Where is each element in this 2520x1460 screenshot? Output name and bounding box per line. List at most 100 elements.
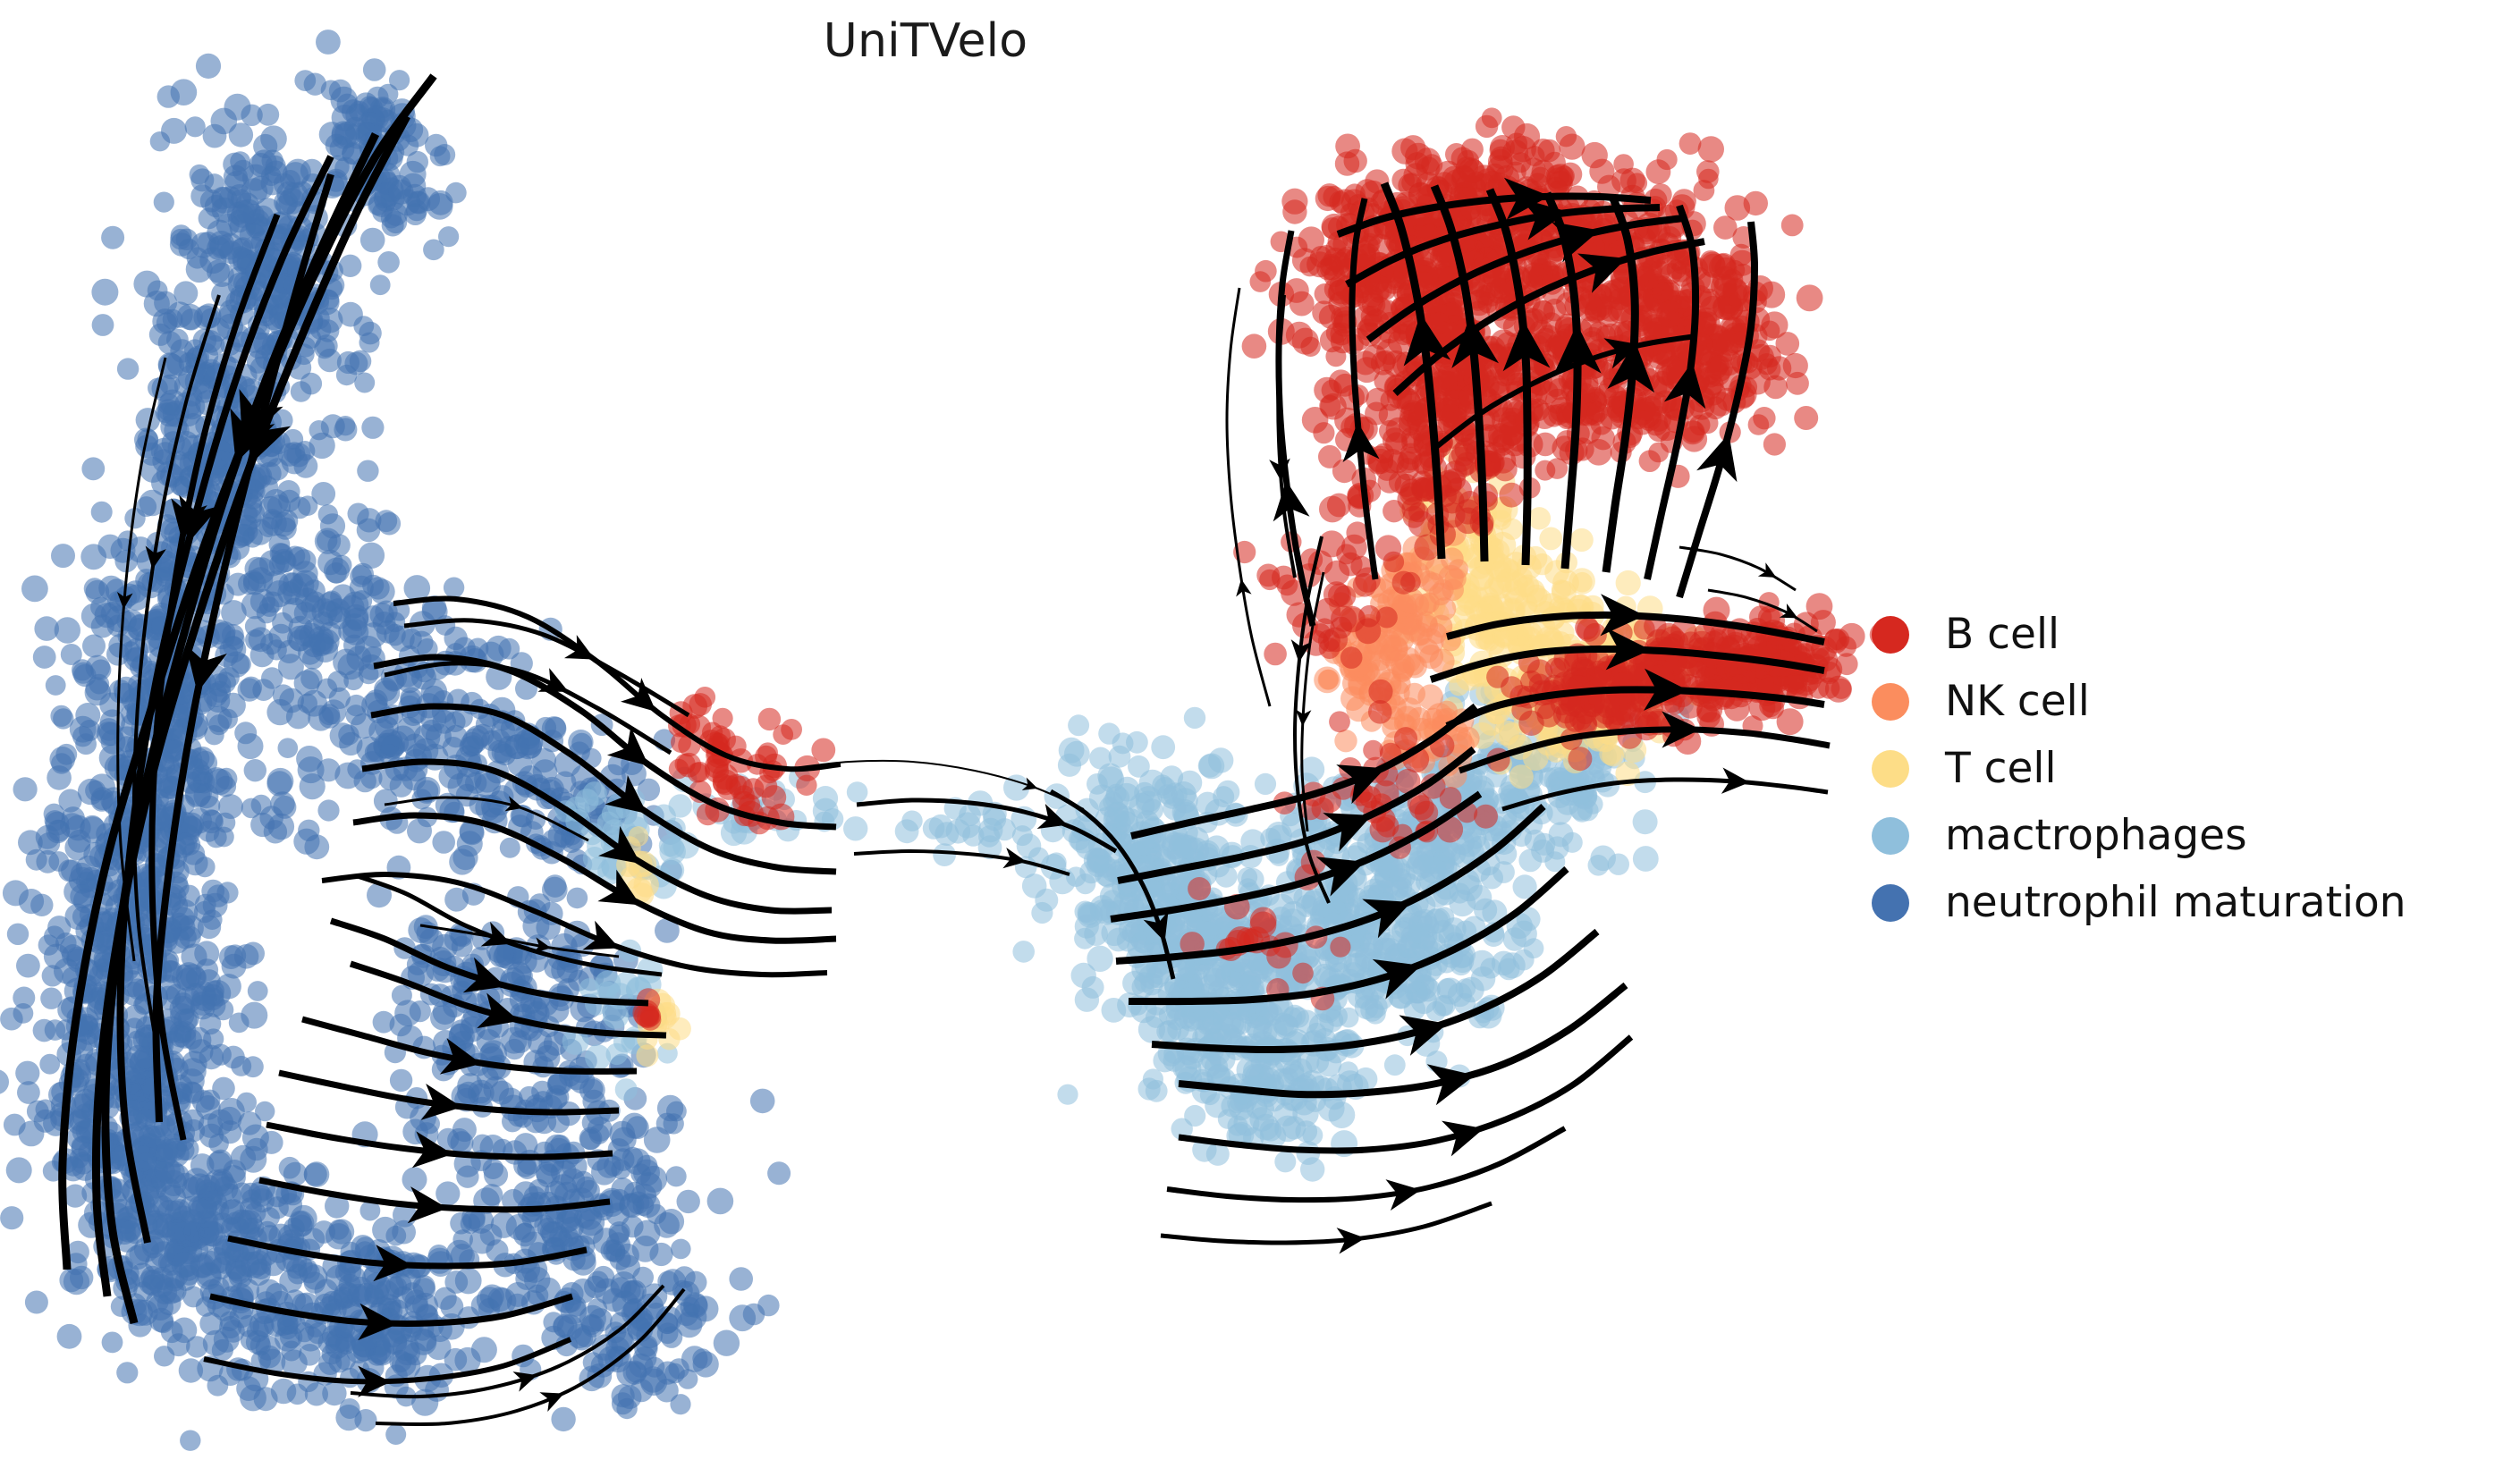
streamline — [1110, 790, 1483, 923]
legend-item-t-cell[interactable]: T cell — [1872, 735, 2498, 802]
streamline-arrow-icon — [230, 408, 275, 463]
streamline-arrow-icon — [533, 937, 552, 953]
streamline-arrow-icon — [1315, 857, 1366, 897]
streamline — [393, 595, 841, 772]
streamline — [152, 173, 334, 1123]
streamline — [1345, 204, 1661, 288]
streamline — [1130, 703, 1478, 840]
legend-item-label: NK cell — [1945, 677, 2090, 726]
legend-swatch-icon — [1872, 749, 1909, 788]
streamline — [1676, 221, 1759, 599]
streamline-arrow-icon — [358, 1303, 398, 1341]
streamline — [1151, 928, 1600, 1054]
streamline-arrow-icon — [1551, 222, 1600, 263]
streamline — [361, 758, 833, 915]
legend-item-neutrophil-maturation[interactable]: neutrophil maturation — [1872, 869, 2498, 936]
streamline — [116, 155, 334, 1244]
streamline — [373, 654, 837, 831]
streamline — [101, 132, 380, 1325]
streamline — [1336, 192, 1652, 238]
streamline — [1117, 746, 1476, 884]
streamline — [1349, 198, 1379, 580]
streamline-arrow-icon — [477, 992, 520, 1029]
streamline-arrow-icon — [1520, 198, 1569, 241]
legend-item-b-cell[interactable]: B cell — [1872, 601, 2498, 668]
streamline — [1115, 804, 1546, 965]
streamline-arrow-icon — [1662, 711, 1701, 748]
streamline — [1300, 571, 1325, 832]
streamline-arrow-icon — [185, 645, 227, 693]
streamline-arrow-icon — [1644, 668, 1689, 711]
streamline — [1445, 686, 1825, 730]
streamline-arrow-icon — [462, 957, 506, 993]
streamline — [1276, 294, 1297, 578]
streamline-arrow-icon — [1721, 767, 1750, 794]
streamline-arrow-icon — [598, 825, 641, 865]
legend-item-label: mactrophages — [1945, 811, 2247, 860]
streamline-arrow-icon — [1372, 958, 1422, 1000]
streamline-arrow-icon — [1577, 253, 1627, 293]
streamline — [1128, 865, 1569, 1006]
legend-swatch-icon — [1872, 883, 1909, 922]
streamline-arrow-icon — [1442, 1120, 1484, 1157]
streamline-arrow-icon — [411, 1131, 453, 1169]
streamline-arrow-icon — [1342, 421, 1380, 463]
streamline-arrow-icon — [1036, 804, 1068, 830]
legend-swatch-icon — [1872, 816, 1909, 855]
legend-item-mactrophages[interactable]: mactrophages — [1872, 802, 2498, 869]
streamline-arrow-icon — [512, 1371, 537, 1392]
streamline — [1707, 588, 1818, 633]
streamline-arrow-icon — [597, 869, 641, 906]
streamline-arrow-icon — [1336, 764, 1386, 805]
streamline-arrow-icon — [116, 592, 133, 610]
streamline-arrow-icon — [537, 668, 569, 692]
streamline — [1166, 1126, 1567, 1203]
streamline-arrow-icon — [1362, 899, 1412, 939]
streamline-arrow-icon — [1696, 433, 1738, 483]
streamline — [1178, 1034, 1634, 1154]
legend-swatch-icon — [1872, 615, 1909, 654]
streamline-arrow-icon — [373, 1245, 414, 1282]
streamline-arrow-icon — [407, 1186, 448, 1224]
streamline-arrow-icon — [1143, 911, 1169, 942]
streamline — [203, 1337, 572, 1385]
streamline — [91, 114, 410, 1297]
streamline-arrow-icon — [1502, 319, 1551, 372]
streamline-arrow-icon — [1600, 594, 1645, 637]
legend-item-label: T cell — [1945, 744, 2057, 793]
streamline — [1275, 230, 1316, 627]
streamline-arrow-icon — [1002, 848, 1027, 869]
page-title: UniTVelo — [823, 14, 1028, 68]
streamline — [853, 848, 1070, 876]
streamline-arrow-icon — [145, 545, 166, 570]
streamline-arrow-icon — [620, 678, 656, 712]
streamline-arrow-icon — [1605, 628, 1651, 671]
streamline-arrow-icon — [1607, 341, 1655, 393]
streamline-arrow-icon — [504, 796, 523, 812]
streamline-arrow-icon — [605, 775, 647, 814]
streamline — [1366, 215, 1684, 343]
streamline-arrow-icon — [1603, 338, 1640, 369]
streamline-arrow-icon — [358, 1365, 392, 1397]
streamline-arrow-icon — [1323, 813, 1373, 852]
streamline — [384, 661, 672, 755]
streamline — [856, 798, 1118, 854]
streamline-arrow-icon — [1426, 1064, 1476, 1106]
streamline-arrow-icon — [1503, 177, 1550, 220]
streamline — [131, 294, 221, 1047]
streamline — [403, 618, 690, 718]
streamline — [1446, 611, 1825, 646]
streamline — [1380, 181, 1446, 560]
legend-item-nk-cell[interactable]: NK cell — [1872, 668, 2498, 735]
streamline-arrow-icon — [1399, 1015, 1448, 1056]
streamline — [352, 812, 837, 944]
streamlines-layer — [58, 73, 1831, 1427]
streamline — [1679, 545, 1797, 592]
streamline-arrow-icon — [1269, 458, 1290, 482]
streamline — [1434, 333, 1696, 450]
streamline-arrow-icon — [420, 1083, 462, 1120]
streamline-arrow-icon — [439, 1038, 482, 1075]
streamline-arrow-icon — [1663, 361, 1706, 409]
